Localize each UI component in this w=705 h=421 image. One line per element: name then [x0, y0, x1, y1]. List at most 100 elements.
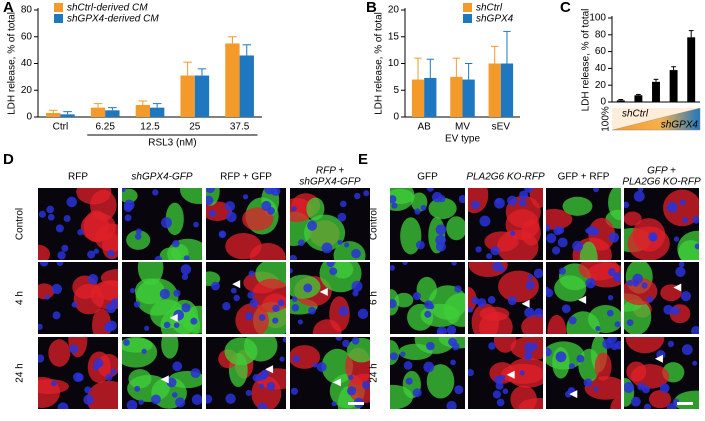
micrograph [624, 262, 699, 334]
nucleus [405, 377, 413, 385]
nucleus [222, 302, 231, 311]
nucleus [248, 270, 255, 277]
nucleus [454, 285, 462, 293]
nucleus [490, 246, 500, 256]
x-axis-title: RSL3 (nM) [148, 138, 196, 149]
arrow [578, 295, 587, 304]
cell [648, 390, 672, 409]
nucleus [523, 351, 533, 361]
x-tick-label: MV [455, 122, 470, 133]
nucleus [667, 203, 674, 211]
nucleus [126, 399, 138, 409]
nucleus [646, 295, 654, 303]
nucleus [436, 329, 444, 334]
nucleus [424, 300, 433, 310]
nucleus [557, 237, 568, 248]
nucleus [555, 351, 567, 363]
y-tick-label: 80 [21, 5, 33, 16]
nucleus [83, 394, 94, 406]
nucleus [692, 360, 698, 366]
y-tick-label: 80 [595, 29, 607, 40]
nucleus [363, 190, 370, 197]
cell [625, 337, 665, 354]
cell [249, 243, 286, 260]
nucleus [400, 351, 406, 357]
cell [506, 357, 543, 388]
nucleus [357, 308, 369, 320]
nucleus [534, 308, 543, 318]
micrograph [390, 188, 465, 260]
cell [290, 274, 321, 299]
nucleus [181, 303, 191, 313]
nucleus [607, 268, 616, 277]
arrow [569, 390, 578, 399]
nucleus [552, 246, 561, 255]
nucleus [424, 310, 432, 318]
nucleus [247, 291, 255, 299]
nucleus [606, 309, 614, 317]
nucleus [181, 273, 189, 281]
arrow [521, 299, 530, 308]
nucleus [335, 337, 343, 341]
nucleus [134, 385, 141, 392]
nucleus [403, 361, 413, 370]
y-tick-label: 60 [595, 46, 607, 57]
cell [306, 197, 325, 221]
nucleus [267, 207, 275, 215]
nucleus [249, 298, 259, 308]
arrow [169, 313, 178, 322]
nucleus [77, 229, 84, 236]
nucleus [338, 306, 349, 317]
nucleus [172, 361, 183, 372]
x-tick-label: Ctrl [53, 122, 69, 133]
nucleus [626, 279, 634, 286]
nucleus [595, 325, 601, 332]
nucleus [69, 344, 79, 354]
nucleus [451, 262, 457, 266]
legend-label: shCtrl [476, 3, 503, 14]
legend-swatch [463, 3, 472, 12]
nucleus [291, 206, 297, 212]
nucleus [141, 348, 147, 354]
nucleus [159, 288, 170, 300]
y-tick-label: 20 [21, 85, 33, 96]
bar [411, 79, 425, 117]
cell [394, 292, 414, 308]
nucleus [546, 347, 552, 357]
nucleus [633, 190, 645, 202]
nucleus [502, 388, 509, 395]
nucleus [420, 204, 427, 211]
nucleus [641, 282, 648, 289]
bar [634, 95, 643, 102]
nucleus [558, 267, 566, 275]
column-header: RFP + GFP [220, 172, 272, 183]
nucleus [93, 358, 104, 368]
nucleus [691, 326, 699, 334]
nucleus [110, 298, 118, 308]
nucleus [75, 373, 84, 382]
nucleus [553, 226, 563, 236]
cell [38, 379, 69, 394]
cell [390, 340, 400, 365]
bar [500, 63, 514, 117]
nucleus [524, 342, 535, 353]
bar [90, 107, 106, 117]
nucleus [663, 304, 674, 315]
nucleus [297, 319, 303, 325]
nucleus [680, 291, 691, 302]
nucleus [245, 389, 252, 396]
nucleus [435, 241, 446, 252]
nucleus [426, 188, 434, 192]
micrograph [122, 188, 202, 260]
legend-label: shGPX4-derived CM [67, 14, 159, 25]
nucleus [492, 262, 503, 272]
nucleus [576, 354, 585, 363]
column-header: shGPX4-GFP [131, 172, 192, 183]
x-tick-label: 12.5 [140, 122, 160, 133]
nucleus [347, 386, 357, 396]
arrow [332, 378, 341, 387]
bar [239, 55, 254, 117]
nucleus [38, 354, 45, 363]
nucleus [523, 188, 534, 193]
micrograph [290, 337, 370, 409]
